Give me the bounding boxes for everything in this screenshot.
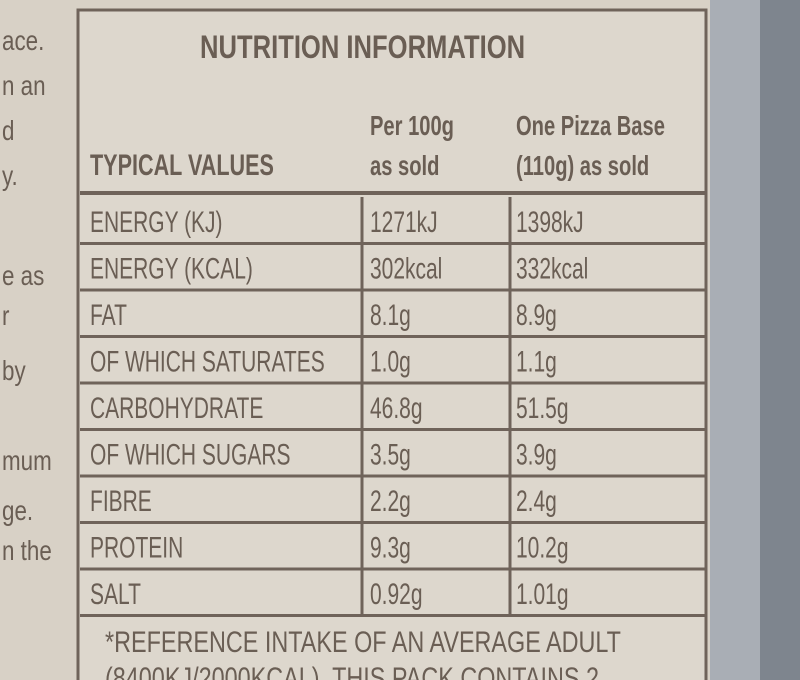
header-col: One Pizza Base	[516, 111, 665, 142]
cell: 1.1g	[516, 346, 557, 378]
footnote: (8400KJ/2000KCAL). THIS PACK CONTAINS 2	[105, 661, 599, 680]
cell: 3.5g	[370, 439, 411, 471]
header-col: Per 100g	[370, 111, 454, 142]
header-col: as sold	[370, 151, 439, 182]
cell: 1.01g	[516, 579, 569, 611]
cell: 1398kJ	[516, 207, 584, 239]
side-text: n an	[2, 71, 46, 102]
cell: OF WHICH SATURATES	[90, 346, 325, 378]
cell: 2.4g	[516, 486, 557, 518]
cell: 46.8g	[370, 393, 423, 425]
side-text: e as	[2, 261, 44, 292]
cell: SALT	[90, 579, 141, 611]
side-text: ge.	[2, 496, 33, 527]
cell: FIBRE	[90, 486, 152, 518]
packaging-shadow	[760, 0, 800, 680]
cell: ENERGY (KJ)	[90, 207, 223, 239]
cell: 8.1g	[370, 300, 411, 332]
cell: 9.3g	[370, 532, 411, 564]
title: NUTRITION INFORMATION	[200, 30, 525, 65]
footnote: *REFERENCE INTAKE OF AN AVERAGE ADULT	[105, 625, 621, 658]
cell: 8.9g	[516, 300, 557, 332]
side-text: r	[2, 301, 10, 332]
side-text: n the	[2, 536, 52, 567]
cell: 332kcal	[516, 253, 588, 285]
cell: 10.2g	[516, 532, 569, 564]
cell: 3.9g	[516, 439, 557, 471]
cell: 0.92g	[370, 579, 423, 611]
cell: 1271kJ	[370, 207, 438, 239]
header-label: TYPICAL VALUES	[90, 147, 274, 181]
cell: CARBOHYDRATE	[90, 393, 263, 425]
cell: ENERGY (KCAL)	[90, 253, 253, 285]
side-text: d	[2, 116, 14, 147]
cell: OF WHICH SUGARS	[90, 439, 291, 471]
cell: 302kcal	[370, 253, 442, 285]
cell: FAT	[90, 300, 127, 332]
cell: 51.5g	[516, 393, 569, 425]
header-col: (110g) as sold	[516, 151, 649, 182]
side-text: by	[2, 356, 26, 387]
cell: PROTEIN	[90, 532, 183, 564]
side-text: ace.	[2, 26, 44, 57]
cell: 1.0g	[370, 346, 411, 378]
side-text: y.	[2, 161, 18, 192]
cell: 2.2g	[370, 486, 411, 518]
side-text: mum	[2, 446, 52, 477]
